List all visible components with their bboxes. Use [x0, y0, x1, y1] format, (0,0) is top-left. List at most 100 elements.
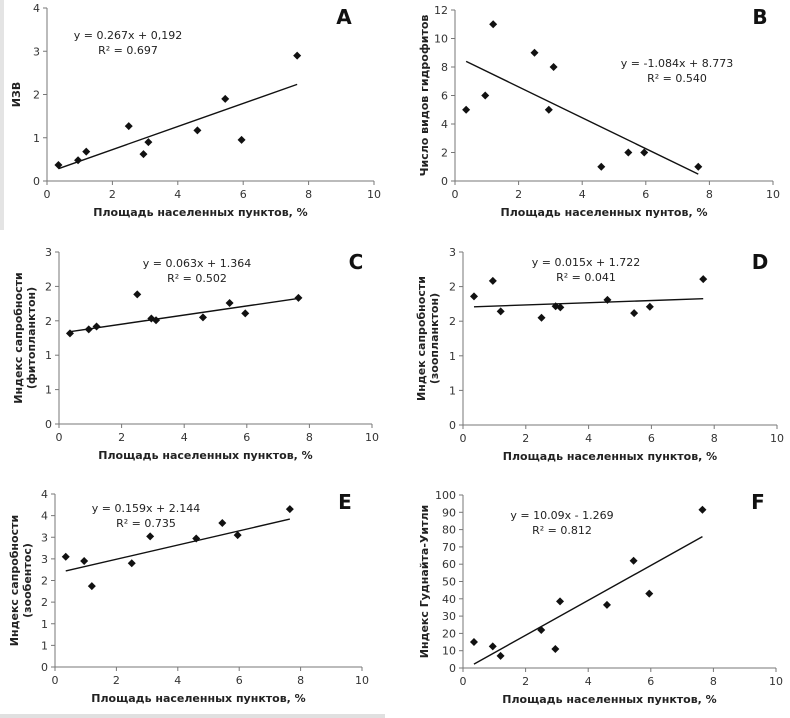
- panel-letter: D: [752, 250, 769, 274]
- y-tick-label: 1: [33, 132, 40, 145]
- x-tick-label: 0: [56, 431, 63, 444]
- panel-f: 0 10 20 30 40 50 60 70 80 90 100 0 2 4 6 8 10 Площадь нас…: [418, 489, 783, 706]
- x-tick-label: 10: [365, 431, 379, 444]
- data-point: [530, 48, 539, 57]
- data-point: [146, 532, 155, 541]
- x-tick-label: 6: [236, 674, 243, 687]
- data-point: [645, 302, 654, 311]
- data-point: [198, 313, 207, 322]
- data-point: [544, 105, 553, 114]
- x-tick-label: 2: [118, 431, 125, 444]
- data-point: [233, 531, 242, 540]
- data-point: [237, 135, 246, 144]
- y-axis-title: (зоопланктон): [428, 293, 441, 384]
- panel-c: 0 1 1 2 2 3 0 2 4 6 8 10 Площадь населенных пунктов,…: [12, 246, 379, 462]
- data-point: [488, 642, 497, 651]
- y-tick-label: 4: [41, 488, 48, 501]
- y-axis-title: Число видов гидрофитов: [418, 15, 431, 177]
- data-point: [488, 276, 497, 285]
- y-tick-label: 12: [434, 4, 448, 17]
- data-point: [241, 309, 250, 318]
- y-tick-label: 60: [442, 558, 456, 571]
- data-point: [92, 322, 101, 331]
- data-point: [133, 290, 142, 299]
- regression-equation: y = 0.063x + 1.364: [143, 257, 251, 270]
- x-tick-label: 0: [52, 674, 59, 687]
- y-axis-title: Индекс сапробности: [12, 272, 25, 403]
- data-point: [218, 518, 227, 527]
- panel-letter: F: [751, 490, 765, 514]
- y-tick-label: 2: [45, 280, 52, 293]
- data-point: [645, 589, 654, 598]
- panel-letter: C: [349, 250, 364, 274]
- y-tick-label: 1: [45, 349, 52, 362]
- data-point: [80, 557, 89, 566]
- y-tick-label: 3: [449, 246, 456, 259]
- trend-line: [465, 60, 699, 175]
- r-squared-label: R² = 0.812: [532, 524, 592, 537]
- y-tick-label: 3: [41, 553, 48, 566]
- x-tick-label: 6: [648, 432, 655, 445]
- r-squared-label: R² = 0.502: [167, 272, 227, 285]
- x-tick-label: 6: [240, 188, 247, 201]
- data-point: [602, 600, 611, 609]
- data-point: [469, 638, 478, 647]
- y-axis-title: ИЗВ: [10, 82, 23, 107]
- trend-line: [473, 536, 703, 665]
- regression-equation: y = -1.084x + 8.773: [621, 57, 733, 70]
- data-point: [537, 313, 546, 322]
- data-point: [551, 644, 560, 653]
- y-tick-label: 40: [442, 593, 456, 606]
- x-axis-title: Площадь населенных пунтов, %: [501, 206, 708, 219]
- data-point: [54, 160, 63, 169]
- data-point: [294, 293, 303, 302]
- y-tick-label: 2: [41, 596, 48, 609]
- x-tick-label: 4: [174, 674, 181, 687]
- data-point: [65, 329, 74, 338]
- data-point: [630, 309, 639, 318]
- data-point: [549, 63, 558, 71]
- r-squared-label: R² = 0.540: [647, 72, 707, 85]
- data-point: [694, 162, 703, 171]
- data-point: [603, 295, 612, 304]
- x-axis-title: Площадь населенных пунктов, %: [91, 692, 305, 705]
- data-point: [124, 122, 133, 131]
- data-point: [61, 552, 70, 561]
- x-tick-label: 4: [181, 431, 188, 444]
- data-point: [597, 162, 606, 171]
- data-point: [87, 582, 96, 591]
- y-tick-label: 0: [41, 661, 48, 674]
- data-point: [496, 651, 505, 660]
- panel-b: 0 2 4 6 8 10 12 0 2 4 6 8 10 Площадь населенных пунто…: [418, 4, 780, 219]
- x-tick-label: 6: [642, 188, 649, 201]
- x-axis-title: Площадь населенных пунктов, %: [502, 693, 716, 706]
- x-tick-label: 10: [766, 188, 780, 201]
- data-point: [698, 505, 707, 514]
- x-tick-label: 6: [647, 675, 654, 688]
- y-tick-label: 1: [449, 350, 456, 363]
- data-point: [481, 91, 490, 100]
- x-tick-label: 8: [706, 188, 713, 201]
- data-point: [74, 156, 83, 165]
- y-tick-label: 6: [441, 90, 448, 103]
- data-point: [144, 138, 153, 147]
- y-tick-label: 90: [442, 506, 456, 519]
- x-tick-label: 10: [770, 432, 784, 445]
- data-point: [537, 625, 546, 634]
- trend-line: [58, 83, 298, 170]
- data-point: [84, 325, 93, 334]
- data-point: [489, 20, 498, 29]
- x-tick-label: 4: [585, 675, 592, 688]
- x-tick-label: 2: [515, 188, 522, 201]
- trend-line: [65, 518, 291, 572]
- y-tick-label: 1: [41, 618, 48, 631]
- y-tick-label: 1: [449, 384, 456, 397]
- data-point: [221, 94, 230, 103]
- y-tick-label: 4: [41, 510, 48, 523]
- y-tick-label: 100: [435, 489, 456, 502]
- y-tick-label: 4: [441, 118, 448, 131]
- trend-line: [473, 298, 704, 308]
- data-point: [82, 147, 91, 156]
- y-tick-label: 3: [33, 45, 40, 58]
- x-tick-label: 8: [710, 675, 717, 688]
